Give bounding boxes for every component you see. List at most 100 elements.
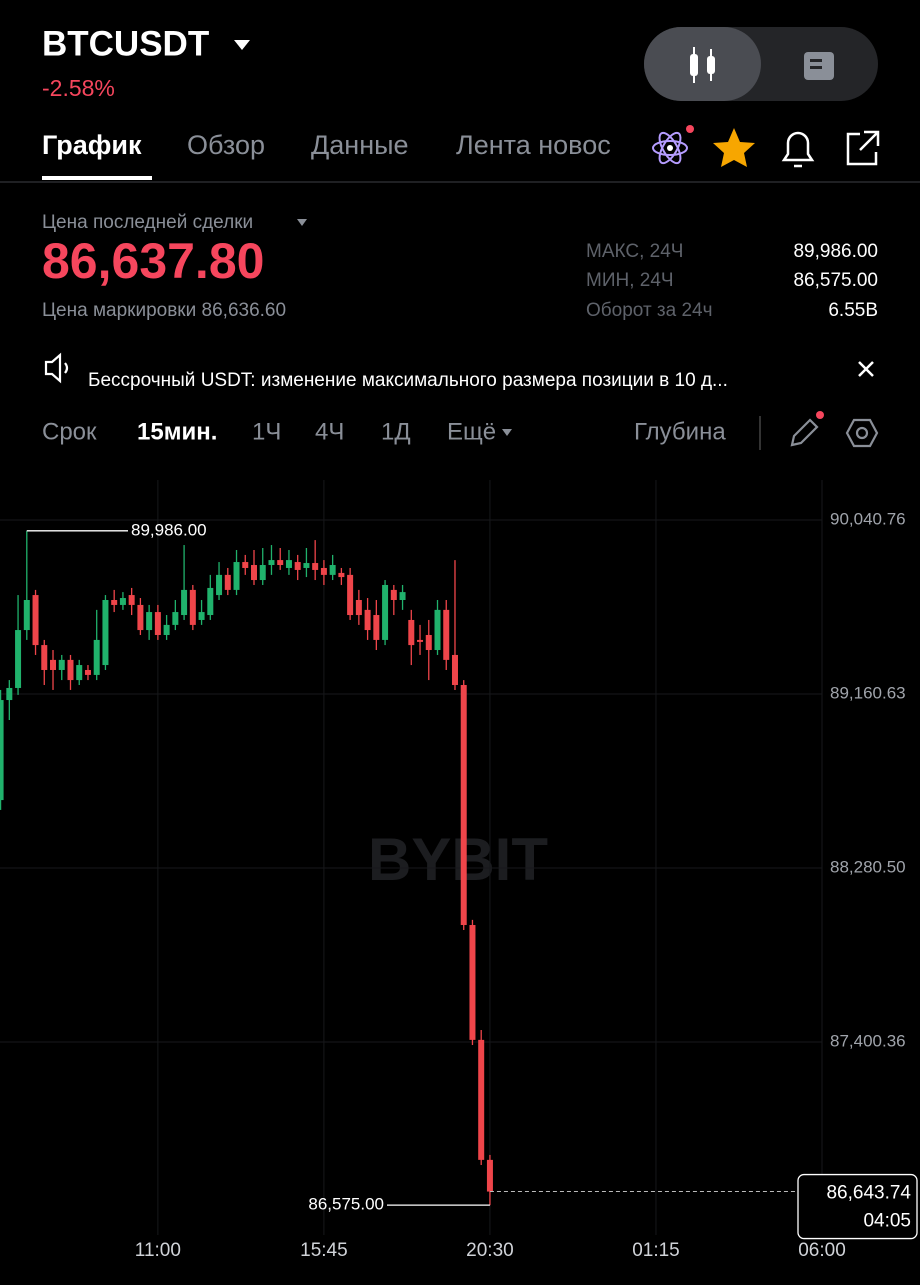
stat-label: Оборот за 24ч [586,300,713,321]
x-tick-label: 15:45 [300,1240,348,1261]
candle-body [250,565,257,581]
ai-icon[interactable] [652,125,694,166]
list-icon [804,52,834,80]
candle-body [146,612,153,631]
watermark: BYBIT [368,826,548,893]
symbol-dropdown[interactable] [234,40,250,50]
candle-body [443,609,450,660]
settings-icon[interactable] [845,418,879,448]
candle-body [32,595,39,646]
y-tick-label: 88,280.50 [830,857,906,876]
candle-body [198,612,205,620]
candle-body [408,619,415,646]
timeframe[interactable]: 1Д [381,418,411,445]
candle-body [172,612,179,625]
candle-body [84,669,91,675]
candle-body [50,659,57,670]
favorite-icon[interactable] [713,128,755,167]
tab[interactable]: Данные [311,130,409,160]
tab-underline [42,176,152,180]
x-tick-label: 20:30 [466,1240,514,1261]
tab[interactable]: Обзор [187,130,265,160]
candle-body [207,587,214,616]
last-price-label: 86,643.74 [826,1183,911,1204]
y-tick-label: 87,400.36 [830,1031,906,1050]
candle-body [347,574,354,616]
candle-body [154,612,161,635]
stat-value: 86,575.00 [793,270,878,291]
stat-label: МАКС, 24Ч [586,241,683,262]
more-dropdown[interactable] [502,429,512,436]
share-icon[interactable] [846,130,880,166]
candle-body [338,572,345,578]
stat-value: 89,986.00 [793,241,878,262]
candle-body [486,1159,493,1192]
timeframe[interactable]: Срок [42,418,97,445]
price-label-dropdown[interactable] [297,219,307,226]
candle-body [224,574,231,590]
candle-body [259,565,266,581]
candle-body [364,609,371,631]
candle-body [102,600,109,666]
announcement[interactable]: Бессрочный USDT: изменение максимального… [88,370,728,391]
view-toggle-selected[interactable] [644,27,761,101]
candle-body [137,604,144,631]
timeframe[interactable]: 15мин. [137,418,217,445]
candle-body [181,589,188,616]
y-tick-label: 90,040.76 [830,509,906,528]
candle-body [285,560,292,568]
candle-body [0,700,4,801]
timeframe[interactable]: 4Ч [315,418,344,445]
price-label[interactable]: Цена последней сделки [42,212,253,233]
candle-body [111,600,118,605]
mark-price-label: Цена маркировки [42,300,196,321]
stat-value: 6.55B [828,300,878,321]
tab[interactable]: График [42,130,142,160]
candle-body [390,589,397,601]
candle-body [93,639,100,675]
annotation-label: 86,575.00 [308,1195,384,1214]
last-price-tag [797,1173,918,1240]
candle-body [469,925,476,1040]
candle-body [119,598,126,605]
candle-body [303,563,310,568]
candle-body [128,595,135,605]
mark-price: Цена маркировки 86,636.60 [42,300,286,321]
candle-body [277,560,284,566]
candle-body [417,639,424,642]
candle-body [451,654,458,686]
change: -2.58% [42,75,115,101]
draw-icon[interactable] [790,411,824,447]
mark-price-value: 86,636.60 [202,300,287,321]
candle-body [163,624,170,635]
candle-body [425,634,432,651]
candle-body [67,659,74,681]
y-tick-label: 89,160.63 [830,683,906,702]
last-price: 86,637.80 [42,233,264,289]
candle-body [312,563,319,570]
tab[interactable]: Лента новос [456,130,611,160]
timeframe[interactable]: 1Ч [252,418,281,445]
candle-body [320,567,327,575]
bell-icon[interactable] [781,131,815,168]
close-announcement[interactable] [858,361,874,377]
countdown: 04:05 [863,1211,911,1232]
candle-body [233,562,240,590]
candle-body [355,600,362,616]
candle-icon [690,47,715,83]
candle-body [382,584,389,640]
stat-label: МИН, 24Ч [586,270,674,291]
depth[interactable]: Глубина [634,418,726,445]
candle-body [6,687,13,701]
x-tick-label: 01:15 [632,1240,680,1261]
candle-body [242,562,249,568]
timeframe[interactable]: Ещё [447,418,496,445]
candle-body [23,600,30,631]
candle-body [189,589,196,625]
candle-body [15,630,22,688]
symbol[interactable]: BTCUSDT [42,24,209,63]
x-tick-label: 06:00 [798,1240,846,1261]
